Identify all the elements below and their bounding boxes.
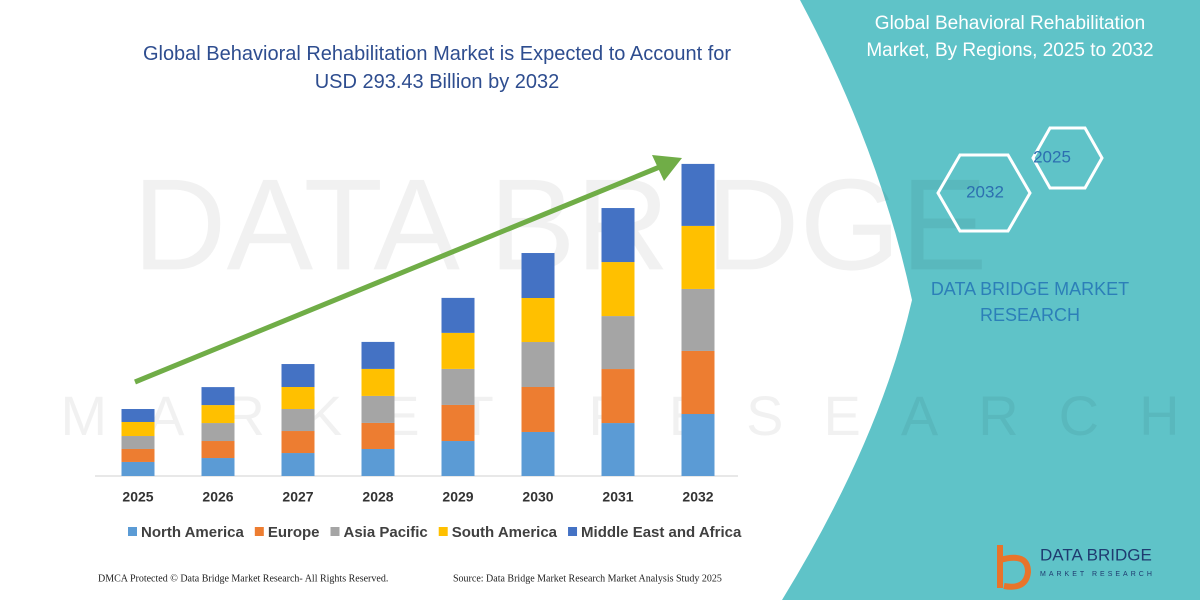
bar-segment [681, 163, 715, 226]
bar-segment [521, 386, 555, 432]
bar-segment [361, 395, 395, 423]
watermark-name: DATA BRIDGE [133, 151, 988, 297]
legend: North America Europe Asia Pacific South Ame… [128, 524, 742, 541]
legend-swatch [254, 527, 264, 536]
logo-tagline: MARKET RESEARCH [1040, 571, 1155, 578]
x-tick-label: 2028 [362, 489, 393, 505]
x-tick-label: 2026 [202, 489, 233, 505]
legend-label: Middle East and Africa [581, 524, 742, 541]
bar-segment [521, 297, 555, 343]
logo-name: DATA BRIDGE [1040, 545, 1152, 564]
bar-segment [281, 409, 315, 432]
side-panel [782, 0, 1200, 600]
x-tick-label: 2032 [682, 489, 713, 505]
x-tick-label: 2030 [522, 489, 553, 505]
bar-segment [121, 436, 155, 449]
bars: 2025 2026 2027 2028 2029 2030 2031 2032 [121, 163, 715, 505]
bar-segment [361, 368, 395, 396]
bar-segment [361, 422, 395, 449]
bar-segment [441, 332, 475, 369]
bar-segment [281, 386, 315, 410]
bar-segment [121, 409, 155, 422]
footer-right: Source: Data Bridge Market Research Mark… [453, 573, 722, 584]
bar-segment [601, 316, 635, 370]
bar-segment [361, 341, 395, 369]
bar-segment [441, 441, 475, 476]
hexagon-label: 2032 [966, 182, 1004, 201]
bar-segment [601, 262, 635, 317]
bar-segment [121, 421, 155, 437]
bar-segment [201, 405, 235, 424]
legend-label: South America [452, 524, 558, 541]
bar-segment [681, 414, 715, 476]
footer-left: DMCA Protected © Data Bridge Market Rese… [98, 573, 388, 584]
bar-segment [681, 225, 715, 289]
bar-segment [201, 387, 235, 406]
legend-swatch [568, 527, 578, 536]
bar-segment [601, 369, 635, 424]
bar-segment [361, 448, 395, 476]
bar-segment [521, 253, 555, 298]
bar-segment [441, 404, 475, 442]
bar-segment [201, 441, 235, 459]
bar-segment [521, 342, 555, 387]
logo-icon [997, 545, 1032, 590]
x-tick-label: 2031 [602, 489, 633, 505]
legend-swatch [128, 527, 137, 536]
x-tick-label: 2029 [442, 489, 473, 505]
bar-segment [121, 448, 155, 462]
x-tick-label: 2025 [122, 489, 153, 505]
bar-segment [281, 364, 315, 387]
bar-segment [601, 423, 635, 476]
legend-label: North America [141, 524, 244, 541]
legend-swatch [330, 527, 340, 536]
bar-segment [201, 423, 235, 442]
panel-title: Global Behavioral Rehabilitation Market,… [866, 13, 1154, 61]
bar-segment [681, 350, 715, 415]
bar-segment [281, 431, 315, 454]
bar-segment [121, 461, 155, 476]
chart-title: Global Behavioral Rehabilitation Market … [142, 43, 732, 93]
bar-segment [681, 288, 715, 351]
bar-segment [521, 431, 555, 476]
x-tick-label: 2027 [282, 489, 313, 505]
bar-segment [441, 368, 475, 405]
hexagon [936, 153, 1032, 233]
legend-label: Asia Pacific [344, 524, 428, 541]
legend-swatch [438, 527, 448, 536]
brand: DATA BRIDGE MARKET RESEARCH [930, 279, 1130, 325]
bar-segment [601, 208, 635, 263]
hexagon-label: 2025 [1033, 147, 1071, 166]
trend-arrowhead [652, 155, 682, 181]
bar-segment [201, 458, 235, 476]
hexagon [1031, 126, 1104, 190]
trend-arrow [134, 163, 663, 385]
bar-segment [281, 453, 315, 476]
bar-segment [441, 297, 475, 333]
legend-label: Europe [268, 524, 320, 541]
